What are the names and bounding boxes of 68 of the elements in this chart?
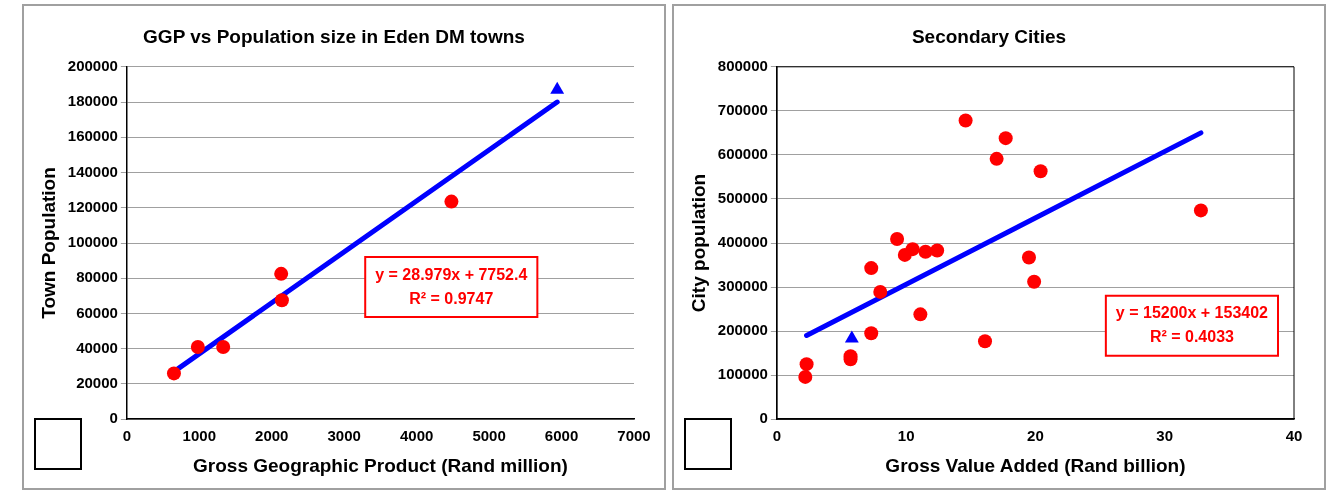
y-tick-label: 800000 xyxy=(717,56,768,74)
y-tick-label: 20000 xyxy=(76,374,118,392)
annotation: R² = 0.4033 xyxy=(1149,328,1235,346)
chart-title: Secondary Cities xyxy=(911,25,1067,47)
x-tick-label: 7000 xyxy=(617,427,651,445)
x-tick-label: 40 xyxy=(1285,427,1303,445)
y-tick-label: 140000 xyxy=(67,162,118,180)
y-tick-label: 60000 xyxy=(76,303,118,321)
point xyxy=(1193,203,1208,218)
x-tick-label: 2000 xyxy=(255,427,289,445)
annotation: y = 15200x + 153402 xyxy=(1115,304,1269,322)
point xyxy=(166,366,181,381)
annotation: R² = 0.9747 xyxy=(409,289,494,307)
y-tick-label: 120000 xyxy=(67,197,118,215)
x-axis-title: Gross Geographic Product (Rand million) xyxy=(193,454,568,476)
point xyxy=(989,151,1004,166)
y-tick-label: 100000 xyxy=(717,365,768,383)
x-axis-title: Gross Value Added (Rand billion) xyxy=(885,454,1186,476)
y-tick-label: 180000 xyxy=(67,92,118,110)
point xyxy=(890,232,905,247)
point xyxy=(864,261,879,276)
y-tick-label: 0 xyxy=(759,409,768,427)
x-tick-label: 10 xyxy=(897,427,915,445)
y-tick-label: 100000 xyxy=(67,233,118,251)
point xyxy=(958,113,973,128)
x-tick-label: 5000 xyxy=(472,427,506,445)
y-tick-label: 700000 xyxy=(717,100,768,118)
point xyxy=(873,284,888,299)
point xyxy=(216,339,231,354)
y-tick-label: 200000 xyxy=(717,321,768,339)
x-tick-label: 3000 xyxy=(327,427,361,445)
y-tick-label: 80000 xyxy=(76,268,118,286)
x-tick-label: 0 xyxy=(122,427,132,445)
point xyxy=(998,131,1013,146)
y-tick-label: 500000 xyxy=(717,189,768,207)
point xyxy=(1033,164,1048,179)
x-tick-label: 6000 xyxy=(544,427,579,445)
y-axis-title: Town Population xyxy=(37,167,59,319)
x-tick-label: 20 xyxy=(1027,427,1044,445)
point xyxy=(190,339,205,354)
y-tick-label: 400000 xyxy=(717,233,768,251)
point xyxy=(1027,274,1042,289)
y-axis-title: City population xyxy=(687,173,709,313)
point xyxy=(930,243,945,258)
point xyxy=(978,334,993,349)
point xyxy=(444,194,459,209)
point xyxy=(799,357,814,372)
point xyxy=(918,244,933,259)
y-tick-label: 600000 xyxy=(717,145,768,163)
chart-title: GGP vs Population size in Eden DM towns xyxy=(143,25,525,47)
annotation: y = 28.979x + 7752.4 xyxy=(375,265,528,283)
point xyxy=(274,266,289,281)
point xyxy=(905,242,920,257)
y-tick-label: 160000 xyxy=(67,127,118,145)
point xyxy=(798,369,813,384)
x-tick-label: 1000 xyxy=(182,427,216,445)
point xyxy=(913,307,928,322)
y-tick-label: 200000 xyxy=(67,56,118,74)
x-tick-label: 30 xyxy=(1156,427,1174,445)
x-tick-label: 0 xyxy=(772,427,782,445)
point xyxy=(550,81,565,94)
y-tick-label: 40000 xyxy=(76,338,118,356)
x-tick-label: 4000 xyxy=(399,427,434,445)
point xyxy=(1021,250,1036,265)
point xyxy=(864,326,879,341)
point xyxy=(274,293,289,308)
y-tick-label: 300000 xyxy=(717,277,768,295)
y-tick-label: 0 xyxy=(109,409,118,427)
